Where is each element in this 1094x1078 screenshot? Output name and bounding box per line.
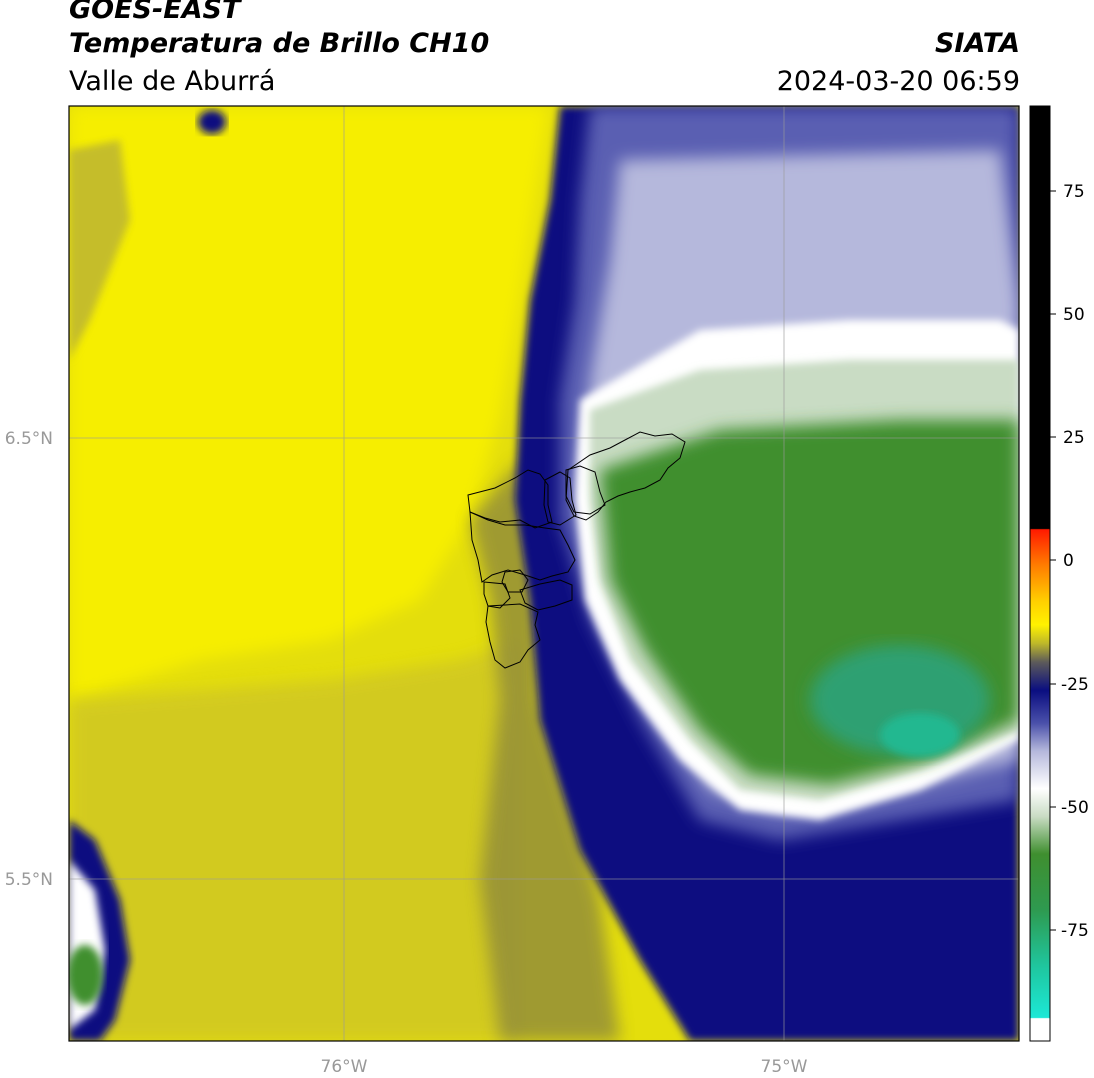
map-frame: [68, 105, 1020, 1042]
boundary-barbosa: [565, 431, 686, 521]
cb-label-0: 0: [1063, 551, 1074, 571]
field-olive-west: [69, 140, 130, 360]
field-bright-yellow: [69, 106, 550, 700]
product-title: Temperatura de Brillo CH10: [69, 28, 490, 59]
colorbar: 75 50 25 0 -25 -50 -75: [1029, 105, 1089, 1042]
satellite-title: GOES-EAST: [69, 0, 241, 25]
region-subtitle: Valle de Aburrá: [69, 66, 276, 97]
cb-label-50: 50: [1063, 305, 1085, 325]
lat-label-6-5n: 6.5°N: [5, 429, 53, 449]
boundary-copacabana: [543, 471, 577, 526]
lon-label-76w: 76°W: [321, 1057, 368, 1077]
temperature-field: [69, 106, 1019, 1041]
field-sw-green: [69, 945, 103, 1005]
cb-label-minus50: -50: [1061, 798, 1089, 818]
municipal-boundaries: [467, 431, 686, 669]
field-olive-south: [69, 640, 520, 1041]
datetime-label: 2024-03-20 06:59: [776, 66, 1020, 97]
graticule: [69, 106, 1019, 1041]
cb-label-minus75: -75: [1061, 921, 1089, 941]
boundary-bello: [467, 469, 553, 529]
lat-label-5-5n: 5.5°N: [5, 870, 53, 890]
cb-label-75: 75: [1063, 182, 1085, 202]
boundary-medellin: [469, 511, 576, 583]
boundary-caldas: [485, 603, 541, 669]
cb-label-minus25: -25: [1061, 675, 1089, 695]
boundary-la-estrella: [483, 581, 511, 609]
lon-label-75w: 75°W: [761, 1057, 808, 1077]
cb-label-25: 25: [1063, 428, 1085, 448]
colorbar-ticks: [1050, 190, 1056, 931]
field-teal-core: [880, 713, 960, 757]
colorbar-scale: [1029, 105, 1051, 1042]
agency-label: SIATA: [934, 28, 1020, 59]
boundary-envigado: [519, 579, 573, 611]
boundary-itagui: [501, 569, 529, 593]
boundary-girardota: [565, 465, 606, 515]
field-nw-navy-patch: [198, 110, 226, 134]
